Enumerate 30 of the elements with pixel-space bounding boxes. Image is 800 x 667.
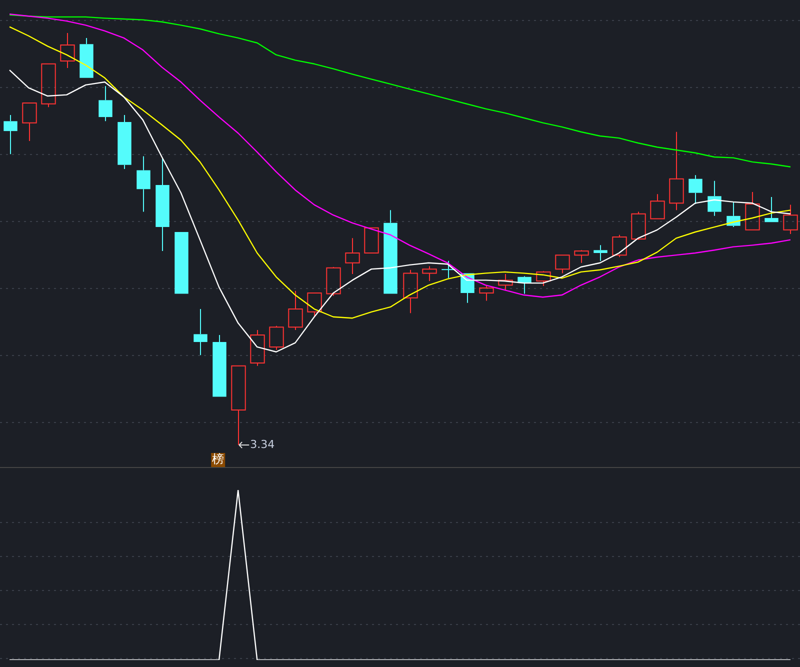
candlestick: [212, 334, 226, 397]
text: 榜: [212, 452, 224, 466]
candlestick: [764, 196, 778, 222]
candlestick: [118, 114, 132, 170]
candlestick: [80, 37, 94, 78]
annotation: 3.34: [250, 438, 275, 451]
candlestick: [479, 284, 494, 302]
candlestick: [194, 308, 208, 356]
candlestick: [231, 365, 246, 446]
candlestick: [594, 244, 608, 262]
candlestick: [156, 157, 170, 252]
candlestick: [345, 238, 360, 275]
candlestick: [669, 131, 684, 211]
candlestick: [250, 330, 265, 366]
candlestick: [22, 102, 37, 142]
candlestick: [498, 274, 513, 291]
candlestick: [783, 204, 798, 235]
candlestick: [384, 210, 398, 294]
candlestick: [136, 156, 150, 212]
candlestick: [688, 174, 702, 204]
candlestick: [288, 290, 303, 331]
candlestick: [60, 32, 75, 69]
candlestick: [745, 192, 760, 230]
candlestick: [708, 180, 722, 216]
candlestick: [574, 250, 589, 264]
candlestick: [4, 114, 18, 155]
candlestick: [403, 269, 418, 314]
candlestick: [422, 266, 437, 282]
candlestick: [98, 86, 112, 122]
candlestick: [650, 194, 665, 220]
